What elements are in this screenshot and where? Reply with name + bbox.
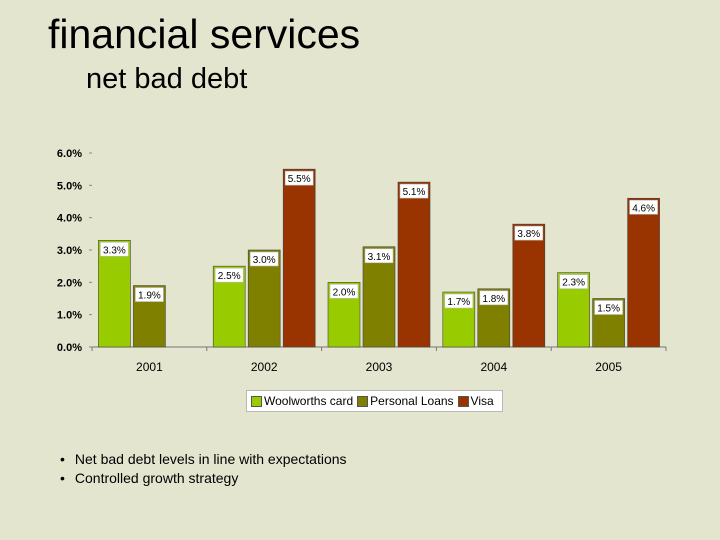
legend-item: Woolworths card <box>251 394 353 408</box>
y-tick-label: 2.0% <box>57 277 82 289</box>
x-tick-label: 2001 <box>136 360 163 374</box>
data-label: 3.1% <box>368 252 391 263</box>
y-tick-label: 4.0% <box>57 213 82 225</box>
x-tick-label: 2003 <box>366 360 393 374</box>
legend-label: Visa <box>470 394 494 408</box>
data-label: 4.6% <box>632 203 655 214</box>
slide-title: financial services <box>48 11 361 57</box>
data-label: 2.0% <box>333 287 356 298</box>
data-label: 3.8% <box>517 229 540 240</box>
y-tick-label: 5.0% <box>57 180 82 192</box>
y-tick-label: 6.0% <box>57 148 82 160</box>
data-label: 2.5% <box>218 271 241 282</box>
data-label-box <box>479 290 509 306</box>
data-label-box <box>444 293 474 309</box>
bar <box>282 168 316 348</box>
data-label-box <box>284 170 314 186</box>
data-label-box <box>214 267 244 283</box>
data-label: 5.1% <box>403 187 426 198</box>
data-label: 3.3% <box>103 245 126 256</box>
data-label-box <box>514 225 544 241</box>
bullet-item: Controlled growth strategy <box>60 469 347 488</box>
data-label: 3.0% <box>253 255 276 266</box>
x-tick-label: 2005 <box>595 360 622 374</box>
bullet-list: Net bad debt levels in line with expecta… <box>60 450 347 488</box>
data-label: 1.7% <box>447 297 470 308</box>
legend-item: Personal Loans <box>357 394 454 408</box>
data-label-box <box>629 199 658 215</box>
y-tick-label: 0.0% <box>57 342 82 354</box>
legend-swatch <box>357 395 369 407</box>
chart-legend: Woolworths card Personal Loans Visa <box>246 390 503 412</box>
data-label-box <box>399 183 429 199</box>
data-label: 1.8% <box>482 294 505 305</box>
data-label-box <box>100 242 129 257</box>
data-label: 2.3% <box>562 278 585 289</box>
data-label-box <box>329 284 359 299</box>
bar <box>362 246 396 348</box>
data-label: 1.5% <box>597 304 620 315</box>
data-label: 1.9% <box>138 291 161 302</box>
bar <box>98 240 131 348</box>
slide-subtitle: net bad debt <box>86 63 248 95</box>
data-label-box <box>559 274 588 289</box>
legend-label: Woolworths card <box>264 394 354 408</box>
legend-swatch <box>457 395 469 407</box>
data-label-box <box>364 248 394 264</box>
legend-item: Visa <box>457 394 494 408</box>
data-label-box <box>594 300 623 315</box>
x-tick-label: 2002 <box>251 360 278 374</box>
legend-swatch <box>251 395 262 407</box>
legend-label: Personal Loans <box>370 394 454 408</box>
data-label: 5.5% <box>288 174 311 185</box>
y-tick-label: 1.0% <box>57 310 82 322</box>
bar <box>512 223 546 348</box>
bar <box>397 181 431 348</box>
y-tick-label: 3.0% <box>57 245 82 257</box>
bar <box>627 197 660 348</box>
data-label-box <box>135 287 164 302</box>
data-label-box <box>249 251 279 267</box>
bullet-item: Net bad debt levels in line with expecta… <box>60 450 347 469</box>
x-tick-label: 2004 <box>480 360 507 374</box>
